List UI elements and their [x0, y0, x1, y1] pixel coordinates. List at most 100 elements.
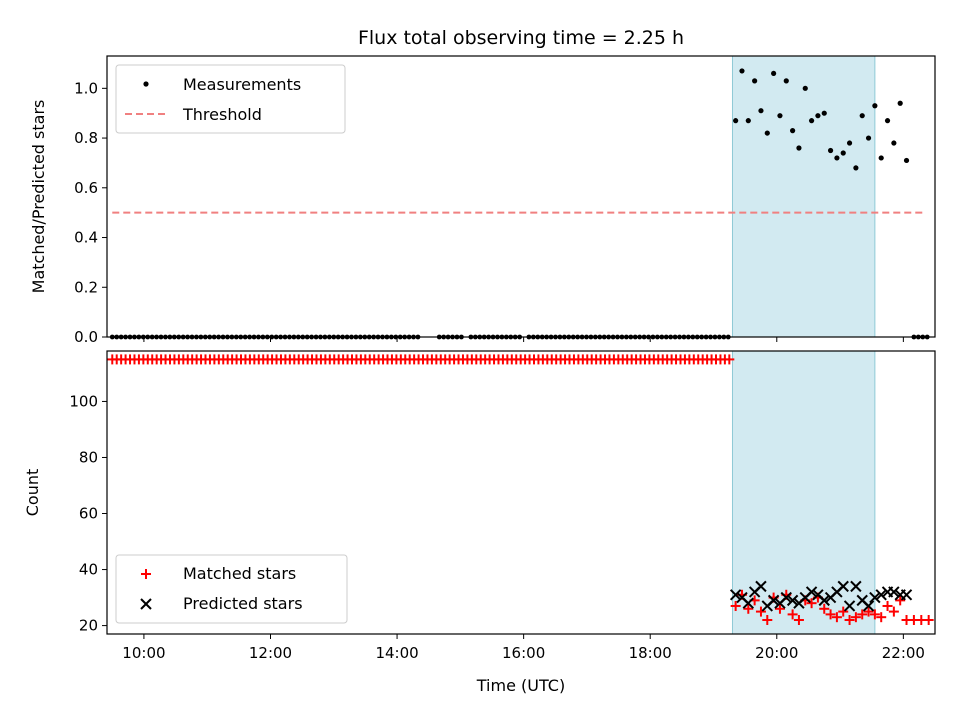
top-axes-frame	[106, 55, 936, 338]
matched-star-marker	[762, 614, 773, 625]
y-tick-label: 20	[79, 617, 98, 635]
y-tick-label: 1.0	[74, 79, 98, 97]
measurement-point	[764, 130, 770, 136]
x-tick-label: 22:00	[882, 644, 925, 662]
top-legend: Measurements Threshold	[115, 64, 346, 134]
bottom-axes-frame	[106, 350, 936, 635]
measurement-point	[840, 150, 846, 156]
measurement-point	[815, 113, 821, 119]
legend-predicted-label: Predicted stars	[183, 594, 303, 613]
top-y-axis-label: Matched/Predicted stars	[29, 100, 48, 294]
x-tick-label: 16:00	[502, 644, 545, 662]
measurement-point	[771, 70, 777, 77]
matched-star-marker	[850, 612, 861, 623]
matched-star-marker	[819, 603, 830, 614]
y-tick-label: 40	[79, 561, 98, 579]
matched-star-marker	[923, 614, 934, 625]
bottom-panel: 20 40 60 80 100 10:00 12:00 14:00 16:00 18:00 20:…	[23, 350, 936, 695]
predicted-stars-points	[729, 580, 913, 612]
predicted-star-marker	[755, 580, 767, 593]
measurement-point	[891, 140, 897, 146]
measurement-point	[865, 135, 872, 141]
measurement-point	[872, 103, 878, 109]
bottom-legend-box	[115, 554, 348, 624]
predicted-star-marker	[869, 591, 881, 604]
measurement-point	[878, 155, 884, 161]
matched-star-marker	[774, 603, 785, 614]
x-tick-label: 20:00	[755, 644, 798, 662]
top-legend-box	[115, 64, 346, 134]
matched-star-marker	[755, 606, 766, 617]
predicted-star-marker	[900, 589, 913, 601]
measurement-point	[745, 118, 751, 124]
matched-star-marker	[869, 609, 880, 620]
predicted-star-marker	[780, 591, 792, 604]
top-panel: 0.0 0.2 0.4 0.6 0.8 1.0 Matched/Predicted sta…	[29, 55, 936, 346]
measurement-point	[834, 155, 840, 161]
matched-star-marker	[825, 609, 836, 620]
measurement-point	[739, 68, 745, 74]
matched-star-marker	[876, 612, 887, 623]
matched-star-marker	[787, 609, 798, 620]
matched-star-marker	[888, 606, 899, 617]
y-tick-label: 100	[69, 392, 98, 410]
y-tick-label: 80	[79, 448, 98, 466]
matched-star-marker	[806, 598, 817, 609]
matched-stars-points	[107, 354, 934, 625]
legend-predicted-marker	[140, 598, 152, 610]
measurement-point	[777, 113, 783, 119]
measurement-point	[897, 100, 903, 106]
measurement-point	[790, 128, 796, 134]
top-y-ticks: 0.0 0.2 0.4 0.6 0.8 1.0	[74, 79, 107, 346]
measurement-point	[783, 78, 789, 84]
y-tick-label: 0.2	[74, 278, 98, 296]
measurement-point	[758, 108, 764, 114]
y-tick-label: 0.8	[74, 129, 98, 147]
measurement-point	[903, 157, 910, 164]
matched-star-marker	[895, 595, 906, 606]
legend-matched-label: Matched stars	[183, 564, 296, 583]
matched-star-marker	[793, 614, 804, 625]
bottom-y-axis-label: Count	[23, 469, 42, 517]
x-tick-label: 12:00	[249, 644, 292, 662]
measurement-point	[802, 85, 808, 91]
x-tick-label: 10:00	[122, 644, 165, 662]
x-tick-label: 18:00	[629, 644, 672, 662]
predicted-star-marker	[818, 594, 830, 607]
predicted-star-marker	[767, 594, 780, 607]
matched-star-marker	[838, 606, 849, 617]
matched-star-marker	[882, 600, 893, 611]
top-observing-window	[731, 55, 876, 338]
measurement-point	[796, 145, 802, 151]
matched-star-marker	[724, 354, 735, 365]
x-tick-label: 14:00	[375, 644, 418, 662]
predicted-star-marker	[786, 594, 799, 607]
measurement-point	[808, 118, 815, 124]
measurement-point	[846, 140, 853, 146]
legend-measurements-label: Measurements	[183, 75, 301, 94]
matched-star-marker	[730, 600, 741, 611]
predicted-star-marker	[850, 580, 862, 593]
predicted-star-marker	[875, 589, 887, 601]
predicted-star-marker	[729, 589, 742, 601]
y-tick-label: 0.6	[74, 179, 98, 197]
top-x-ticks	[143, 337, 904, 342]
predicted-star-marker	[843, 600, 856, 612]
measurement-point	[733, 118, 739, 124]
legend-matched-marker	[141, 569, 151, 579]
bottom-y-ticks: 20 40 60 80 100	[69, 392, 107, 635]
measurement-point	[884, 118, 891, 124]
measurement-point	[827, 147, 834, 154]
bottom-legend: Matched stars Predicted stars	[115, 554, 348, 624]
predicted-star-marker	[805, 586, 818, 598]
predicted-star-marker	[888, 586, 900, 598]
bottom-x-ticks: 10:00 12:00 14:00 16:00 18:00 20:00 22:00	[122, 634, 925, 662]
y-tick-label: 0.0	[74, 328, 98, 346]
matched-star-marker	[844, 614, 855, 625]
matched-star-marker	[743, 603, 754, 614]
matched-star-marker	[857, 609, 868, 620]
measurement-point	[752, 78, 758, 84]
predicted-star-marker	[862, 600, 875, 612]
predicted-star-marker	[837, 580, 849, 593]
